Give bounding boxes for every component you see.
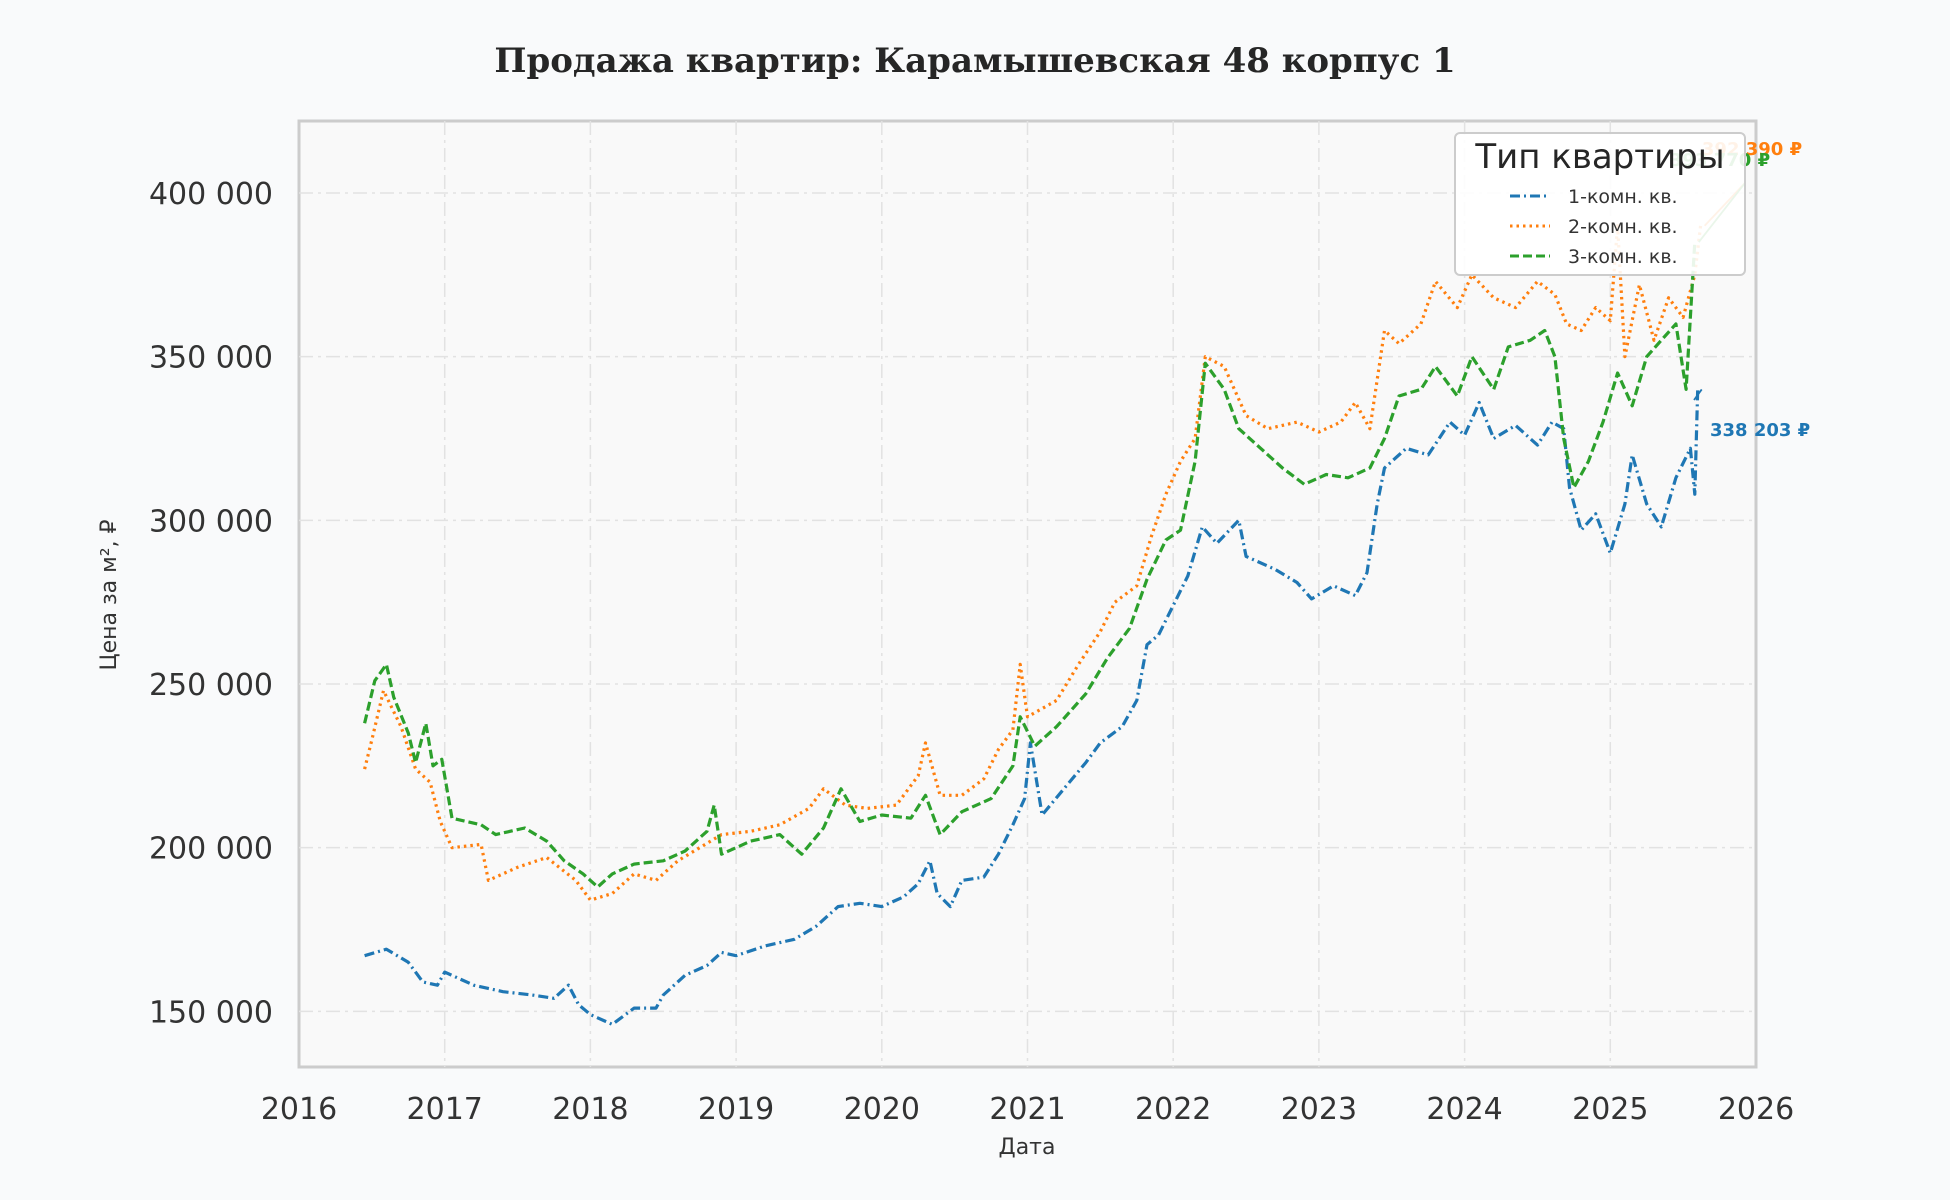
x-tick-label: 2018 <box>552 1092 628 1127</box>
y-tick-label: 250 000 <box>149 668 273 703</box>
chart-title: Продажа квартир: Карамышевская 48 корпус… <box>494 41 1455 81</box>
y-axis-ticks: 150 000 200 000 250 000 300 000 350 000 400 0… <box>149 177 273 1030</box>
y-tick-label: 150 000 <box>149 995 273 1030</box>
legend: Тип квартиры 1-комн. кв. 2-комн. кв. 3-ком… <box>1454 132 1746 276</box>
y-axis-label: Цена за м², ₽ <box>97 519 122 670</box>
x-tick-label: 2023 <box>1281 1092 1357 1127</box>
series-layer <box>363 224 1703 1026</box>
x-tick-label: 2021 <box>989 1092 1065 1127</box>
x-tick-label: 2020 <box>844 1092 920 1127</box>
annotation-label-1: 338 203 ₽ <box>1710 420 1810 441</box>
legend-entry-1: 1-комн. кв. <box>1568 186 1678 208</box>
x-tick-label: 2026 <box>1718 1092 1794 1127</box>
x-tick-label: 2025 <box>1572 1092 1648 1127</box>
series-line-1 <box>364 389 1700 1026</box>
x-tick-label: 2024 <box>1426 1092 1502 1127</box>
legend-title: Тип квартиры <box>1474 137 1724 177</box>
series-line-2 <box>363 224 1703 902</box>
y-tick-label: 200 000 <box>149 832 273 867</box>
x-tick-label: 2016 <box>261 1092 337 1127</box>
y-tick-label: 350 000 <box>149 341 273 376</box>
x-axis-ticks: 2016 2017 2018 2019 2020 2021 2022 2023 2024 2025… <box>261 1092 1794 1127</box>
x-tick-label: 2017 <box>407 1092 483 1127</box>
legend-entry-3: 3-комн. кв. <box>1568 246 1678 268</box>
x-tick-label: 2022 <box>1135 1092 1211 1127</box>
annotation-arrow-1 <box>1693 388 1703 401</box>
y-tick-label: 300 000 <box>149 504 273 539</box>
legend-entry-2: 2-комн. кв. <box>1568 216 1678 238</box>
legend-box <box>1454 132 1746 276</box>
x-tick-label: 2019 <box>698 1092 774 1127</box>
series-line-3 <box>363 242 1697 889</box>
y-tick-label: 400 000 <box>149 177 273 212</box>
x-axis-label: Дата <box>999 1135 1056 1160</box>
